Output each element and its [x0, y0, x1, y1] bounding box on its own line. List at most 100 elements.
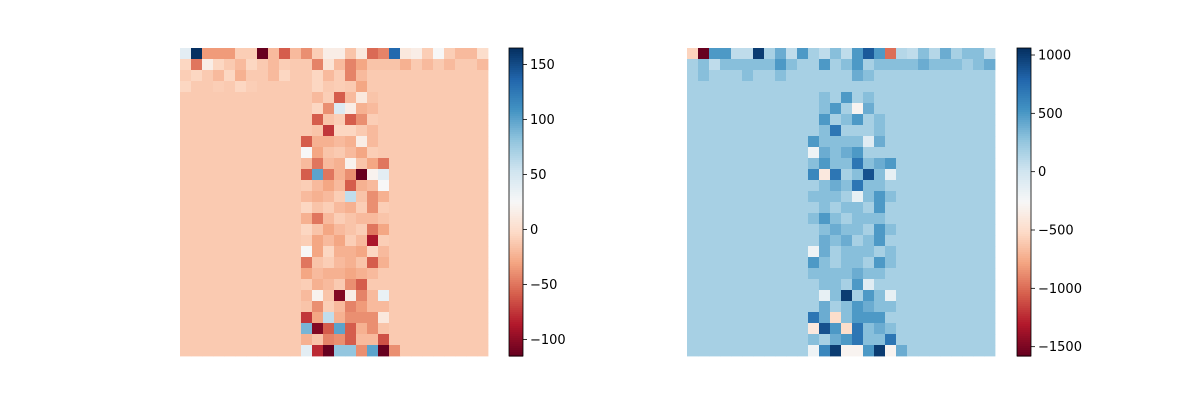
heatmap-cell [885, 103, 897, 115]
heatmap-cell [775, 59, 787, 71]
heatmap-cell [444, 147, 456, 159]
colorbar-gradient-step [509, 250, 523, 253]
heatmap-cell [698, 268, 710, 280]
heatmap-cell [918, 158, 930, 170]
heatmap-cell [951, 103, 963, 115]
colorbar-tick-label: 1000 [1038, 49, 1071, 64]
heatmap-cell [279, 235, 291, 247]
heatmap-cell [400, 103, 412, 115]
heatmap-cell [885, 312, 897, 324]
heatmap-cell [786, 81, 798, 93]
heatmap-cell [907, 290, 919, 302]
heatmap-cell [841, 158, 853, 170]
heatmap-cell [819, 70, 831, 82]
heatmap-cell [698, 180, 710, 192]
heatmap-cell [984, 136, 996, 148]
heatmap-cell [874, 103, 886, 115]
colorbar-gradient-step [1017, 170, 1031, 173]
heatmap-cell [246, 345, 258, 357]
heatmap-cell [940, 70, 952, 82]
colorbar-gradient-step [509, 268, 523, 271]
heatmap-cell [345, 323, 357, 335]
heatmap-cell [235, 81, 247, 93]
heatmap-cell [301, 180, 313, 192]
heatmap-cell [312, 301, 324, 313]
heatmap-cell [709, 202, 721, 214]
heatmap-cell [301, 70, 313, 82]
heatmap-cell [301, 345, 313, 357]
heatmap-cell [466, 70, 478, 82]
heatmap-cell [312, 224, 324, 236]
heatmap-cell [323, 81, 335, 93]
heatmap-cell [455, 301, 467, 313]
heatmap-cell [378, 59, 390, 71]
heatmap-cell [984, 48, 996, 60]
heatmap-cell [444, 169, 456, 181]
colorbar-gradient-step [1017, 308, 1031, 311]
heatmap-cell [389, 246, 401, 258]
heatmap-cell [367, 158, 379, 170]
heatmap-cell [257, 158, 269, 170]
colorbar-gradient-step [509, 288, 523, 291]
heatmap-cell [698, 81, 710, 93]
heatmap-cell [863, 279, 875, 291]
colorbar-gradient-step [509, 296, 523, 299]
colorbar-gradient-step [509, 140, 523, 143]
heatmap-cell [874, 279, 886, 291]
heatmap-cell [202, 48, 214, 60]
colorbar-gradient-step [1017, 162, 1031, 165]
heatmap-cell [433, 235, 445, 247]
colorbar-gradient-step [509, 212, 523, 215]
colorbar-gradient-step [509, 214, 523, 217]
heatmap-cell [698, 312, 710, 324]
heatmap-cell [466, 147, 478, 159]
heatmap-cell [235, 158, 247, 170]
heatmap-cell [874, 268, 886, 280]
heatmap-cell [951, 202, 963, 214]
heatmap-cell [180, 224, 192, 236]
colorbar-gradient-step [1017, 262, 1031, 265]
heatmap-cell [731, 257, 743, 269]
heatmap-cell [709, 191, 721, 203]
heatmap-cell [764, 125, 776, 137]
heatmap-cell [257, 290, 269, 302]
heatmap-cell [775, 268, 787, 280]
heatmap-cell [411, 312, 423, 324]
heatmap-cell [731, 48, 743, 60]
heatmap-cell [444, 158, 456, 170]
heatmap-cell [863, 169, 875, 181]
heatmap-cell [257, 180, 269, 192]
heatmap-cell [874, 158, 886, 170]
heatmap-cell [918, 70, 930, 82]
colorbar-gradient-step [1017, 76, 1031, 79]
heatmap-cell [466, 59, 478, 71]
heatmap-cell [191, 213, 203, 225]
heatmap-cell [731, 103, 743, 115]
heatmap-cell [940, 345, 952, 357]
heatmap-cell [940, 136, 952, 148]
heatmap-cell [213, 323, 225, 335]
heatmap-cell [951, 158, 963, 170]
colorbar-gradient-step [509, 316, 523, 319]
heatmap-cell [962, 59, 974, 71]
colorbar-gradient-step [509, 114, 523, 117]
heatmap-cell [235, 136, 247, 148]
heatmap-cell [224, 345, 236, 357]
heatmap-cell [312, 48, 324, 60]
colorbar-gradient-step [509, 162, 523, 165]
heatmap-cell [235, 70, 247, 82]
heatmap-cell [334, 81, 346, 93]
heatmap-cell [775, 70, 787, 82]
heatmap-cell [477, 158, 489, 170]
heatmap-cell [764, 334, 776, 346]
colorbar-gradient-step [509, 116, 523, 119]
heatmap-cell [841, 81, 853, 93]
heatmap-cell [323, 48, 335, 60]
heatmap-cell [213, 70, 225, 82]
heatmap-cell [764, 136, 776, 148]
heatmap-cell [191, 235, 203, 247]
colorbar-gradient-step [1017, 310, 1031, 313]
heatmap-cell [918, 136, 930, 148]
heatmap-cell [929, 224, 941, 236]
heatmap-cell [477, 191, 489, 203]
